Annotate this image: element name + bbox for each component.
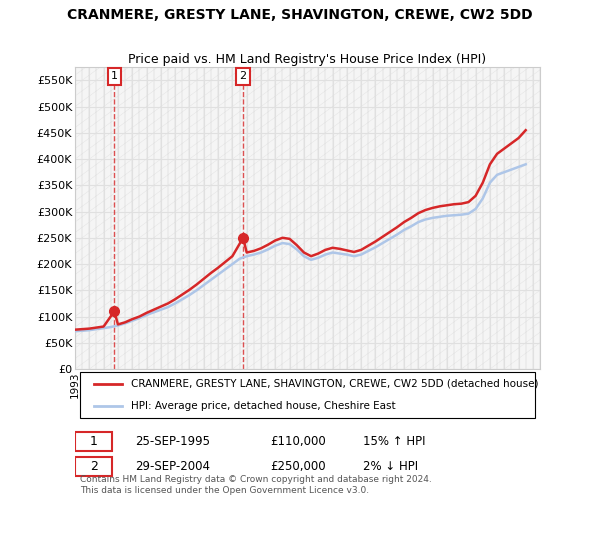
Text: 2: 2 <box>89 460 98 473</box>
Text: 2% ↓ HPI: 2% ↓ HPI <box>364 460 418 473</box>
Text: 1: 1 <box>89 435 98 448</box>
Text: CRANMERE, GRESTY LANE, SHAVINGTON, CREWE, CW2 5DD: CRANMERE, GRESTY LANE, SHAVINGTON, CREWE… <box>67 8 533 22</box>
Text: 2: 2 <box>239 71 247 81</box>
Text: 29-SEP-2004: 29-SEP-2004 <box>136 460 211 473</box>
FancyBboxPatch shape <box>75 432 112 451</box>
Text: 1: 1 <box>111 71 118 81</box>
Text: £250,000: £250,000 <box>270 460 326 473</box>
Text: £110,000: £110,000 <box>270 435 326 448</box>
Title: Price paid vs. HM Land Registry's House Price Index (HPI): Price paid vs. HM Land Registry's House … <box>128 53 487 66</box>
Text: 15% ↑ HPI: 15% ↑ HPI <box>364 435 426 448</box>
Text: CRANMERE, GRESTY LANE, SHAVINGTON, CREWE, CW2 5DD (detached house): CRANMERE, GRESTY LANE, SHAVINGTON, CREWE… <box>131 379 538 389</box>
Text: Contains HM Land Registry data © Crown copyright and database right 2024.
This d: Contains HM Land Registry data © Crown c… <box>80 475 431 494</box>
Text: HPI: Average price, detached house, Cheshire East: HPI: Average price, detached house, Ches… <box>131 402 395 411</box>
FancyBboxPatch shape <box>75 458 112 476</box>
FancyBboxPatch shape <box>80 372 535 418</box>
Text: 25-SEP-1995: 25-SEP-1995 <box>136 435 211 448</box>
